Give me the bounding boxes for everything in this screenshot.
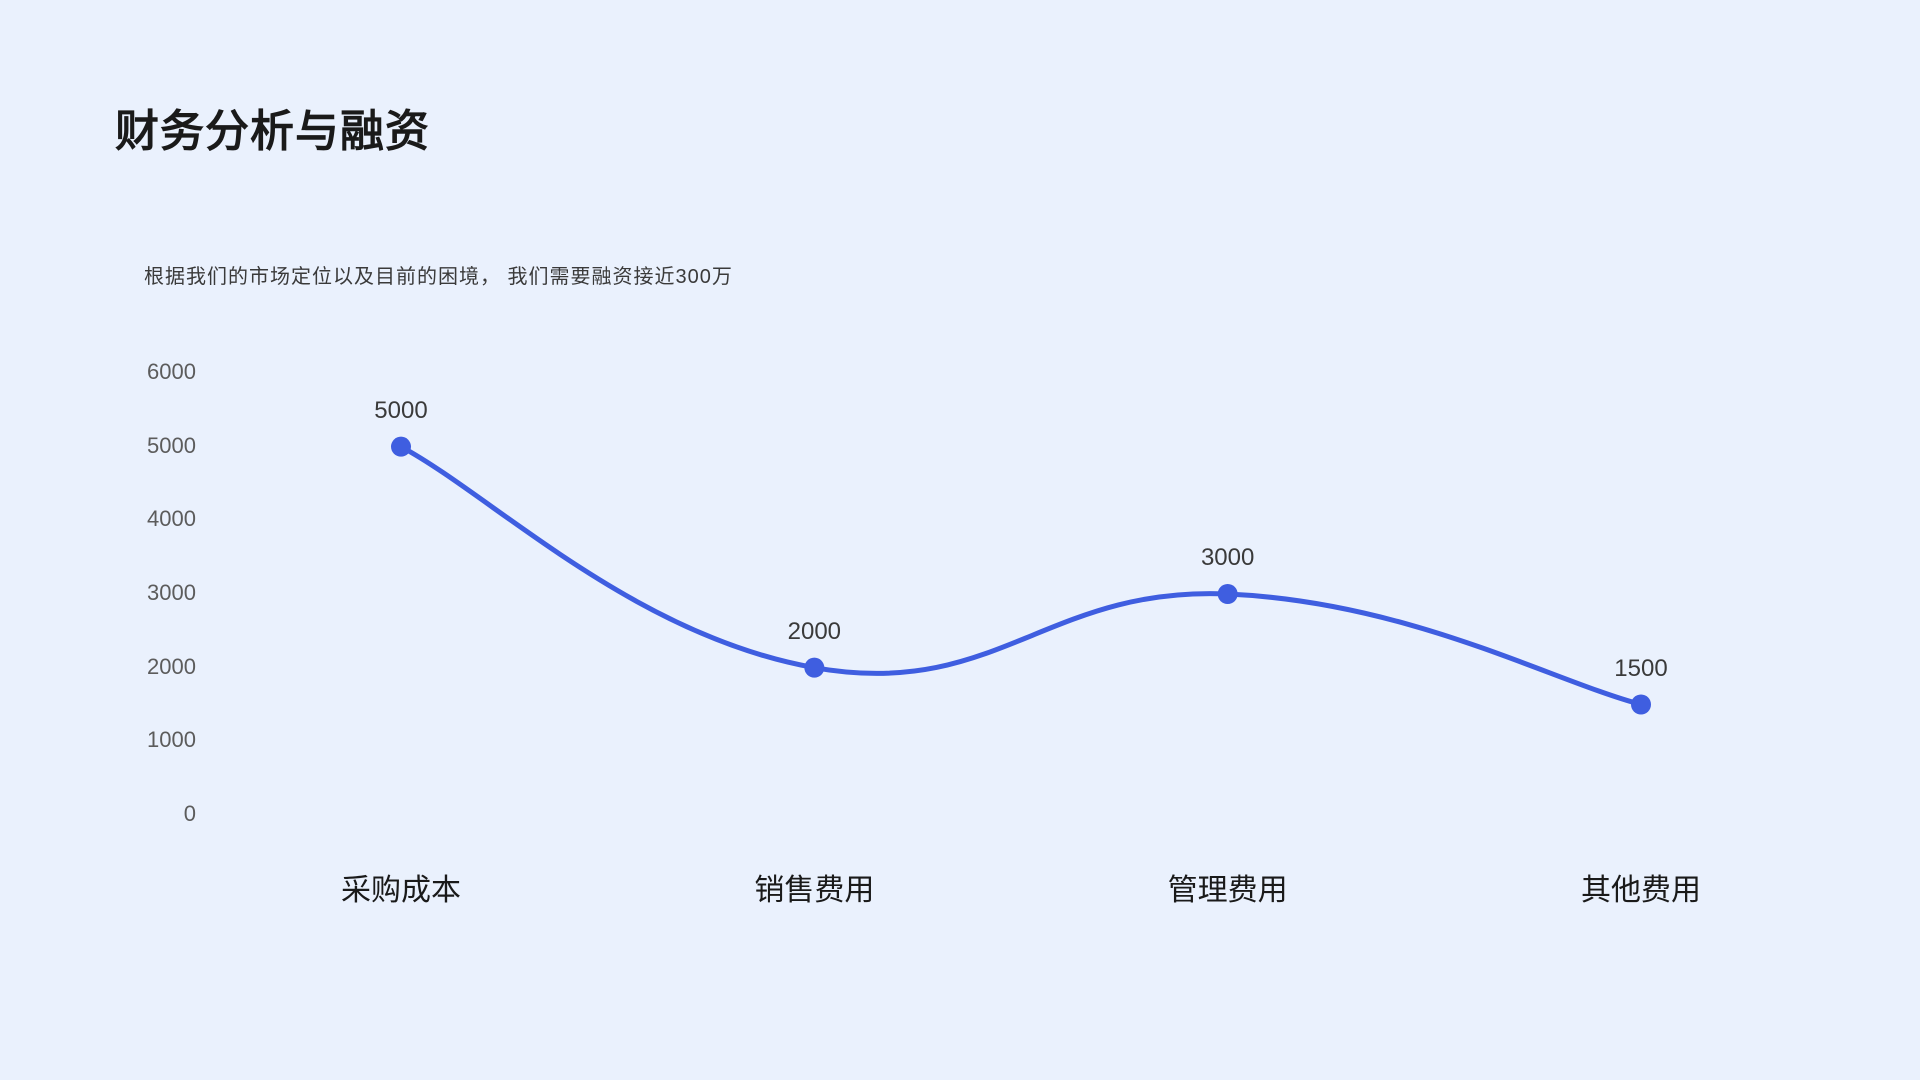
y-axis-tick-label: 3000 [136,580,196,606]
data-point-label: 2000 [774,618,854,646]
chart-marker [391,437,411,457]
chart-marker [804,658,824,678]
x-axis-category-label: 管理费用 [1148,865,1308,909]
y-axis-tick-label: 6000 [136,359,196,385]
x-axis-category-label: 销售费用 [734,865,894,909]
line-chart: 0100020003000400050006000采购成本销售费用管理费用其他费… [136,345,1666,815]
page-title: 财务分析与融资 [115,95,430,159]
subtitle: 根据我们的市场定位以及目前的困境， 我们需要融资接近300万 [144,260,733,289]
chart-marker [1218,584,1238,604]
data-point-label: 3000 [1188,544,1268,572]
y-axis-tick-label: 1000 [136,727,196,753]
y-axis-tick-label: 0 [136,801,196,827]
y-axis-tick-label: 2000 [136,654,196,680]
x-axis-category-label: 其他费用 [1561,865,1721,909]
y-axis-tick-label: 4000 [136,506,196,532]
y-axis-tick-label: 5000 [136,433,196,459]
chart-line [401,447,1641,705]
data-point-label: 1500 [1601,655,1681,683]
x-axis-category-label: 采购成本 [321,865,481,909]
chart-marker [1631,695,1651,715]
data-point-label: 5000 [361,397,441,425]
